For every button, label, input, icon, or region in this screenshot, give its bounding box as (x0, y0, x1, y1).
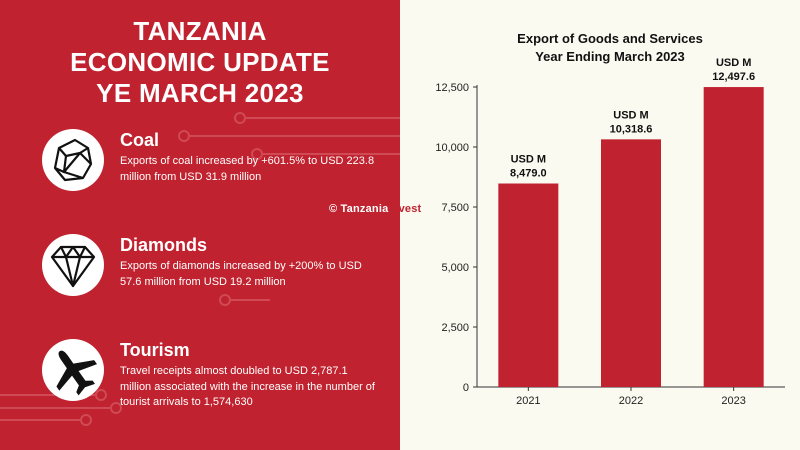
tourism-heading: Tourism (120, 340, 190, 360)
title-line-2: ECONOMIC UPDATE (70, 47, 330, 77)
airplane-icon (42, 339, 104, 401)
coal-section: Coal Exports of coal increased by +601.5… (42, 129, 392, 229)
x-tick-label: 2021 (516, 395, 540, 407)
data-label-prefix: USD M (716, 57, 751, 69)
bar-2021 (498, 183, 559, 387)
x-tick-label: 2022 (619, 395, 643, 407)
bar-2023 (703, 87, 764, 387)
chart-title: Export of Goods and Services Year Ending… (460, 30, 760, 66)
y-tick-label: 10,000 (435, 142, 469, 154)
bar-2022 (601, 139, 661, 387)
left-panel: TANZANIA ECONOMIC UPDATE YE MARCH 2023 C… (0, 0, 400, 450)
diamond-icon (42, 234, 104, 296)
x-tick-label: 2023 (721, 395, 745, 407)
tourism-description: Travel receipts almost doubled to USD 2,… (120, 365, 375, 408)
diamonds-description: Exports of diamonds increased by +200% t… (120, 260, 362, 288)
y-tick-label: 7,500 (441, 202, 469, 214)
data-label: 10,318.6 (610, 123, 653, 135)
watermark-part-2: Invest (388, 203, 422, 215)
y-tick-label: 2,500 (441, 322, 469, 334)
watermark: © TanzaniaInvest (329, 203, 421, 215)
y-tick-label: 0 (463, 382, 469, 394)
data-label: 12,497.6 (712, 71, 755, 83)
coal-heading: Coal (120, 130, 160, 150)
data-label-prefix: USD M (511, 154, 546, 166)
chart-title-line-2: Year Ending March 2023 (535, 49, 685, 64)
watermark-part-1: © Tanzania (329, 203, 389, 215)
data-label: 8,479.0 (510, 168, 547, 180)
title-line-1: TANZANIA (133, 16, 267, 46)
diamonds-heading: Diamonds (120, 235, 208, 255)
page-title: TANZANIA ECONOMIC UPDATE YE MARCH 2023 (0, 16, 400, 109)
y-tick-label: 12,500 (435, 82, 469, 94)
diamonds-section: Diamonds Exports of diamonds increased b… (42, 234, 392, 334)
coal-icon (42, 129, 104, 191)
bar-chart: 0 2,500 5,000 7,500 10,000 12,500 USD M 8,479.0… (435, 57, 785, 407)
tourism-section: Tourism Travel receipts almost doubled t… (42, 339, 392, 439)
title-line-3: YE MARCH 2023 (96, 78, 304, 108)
data-label-prefix: USD M (613, 109, 648, 121)
y-tick-label: 5,000 (441, 262, 469, 274)
chart-title-line-1: Export of Goods and Services (517, 31, 703, 46)
coal-description: Exports of coal increased by +601.5% to … (120, 155, 375, 183)
